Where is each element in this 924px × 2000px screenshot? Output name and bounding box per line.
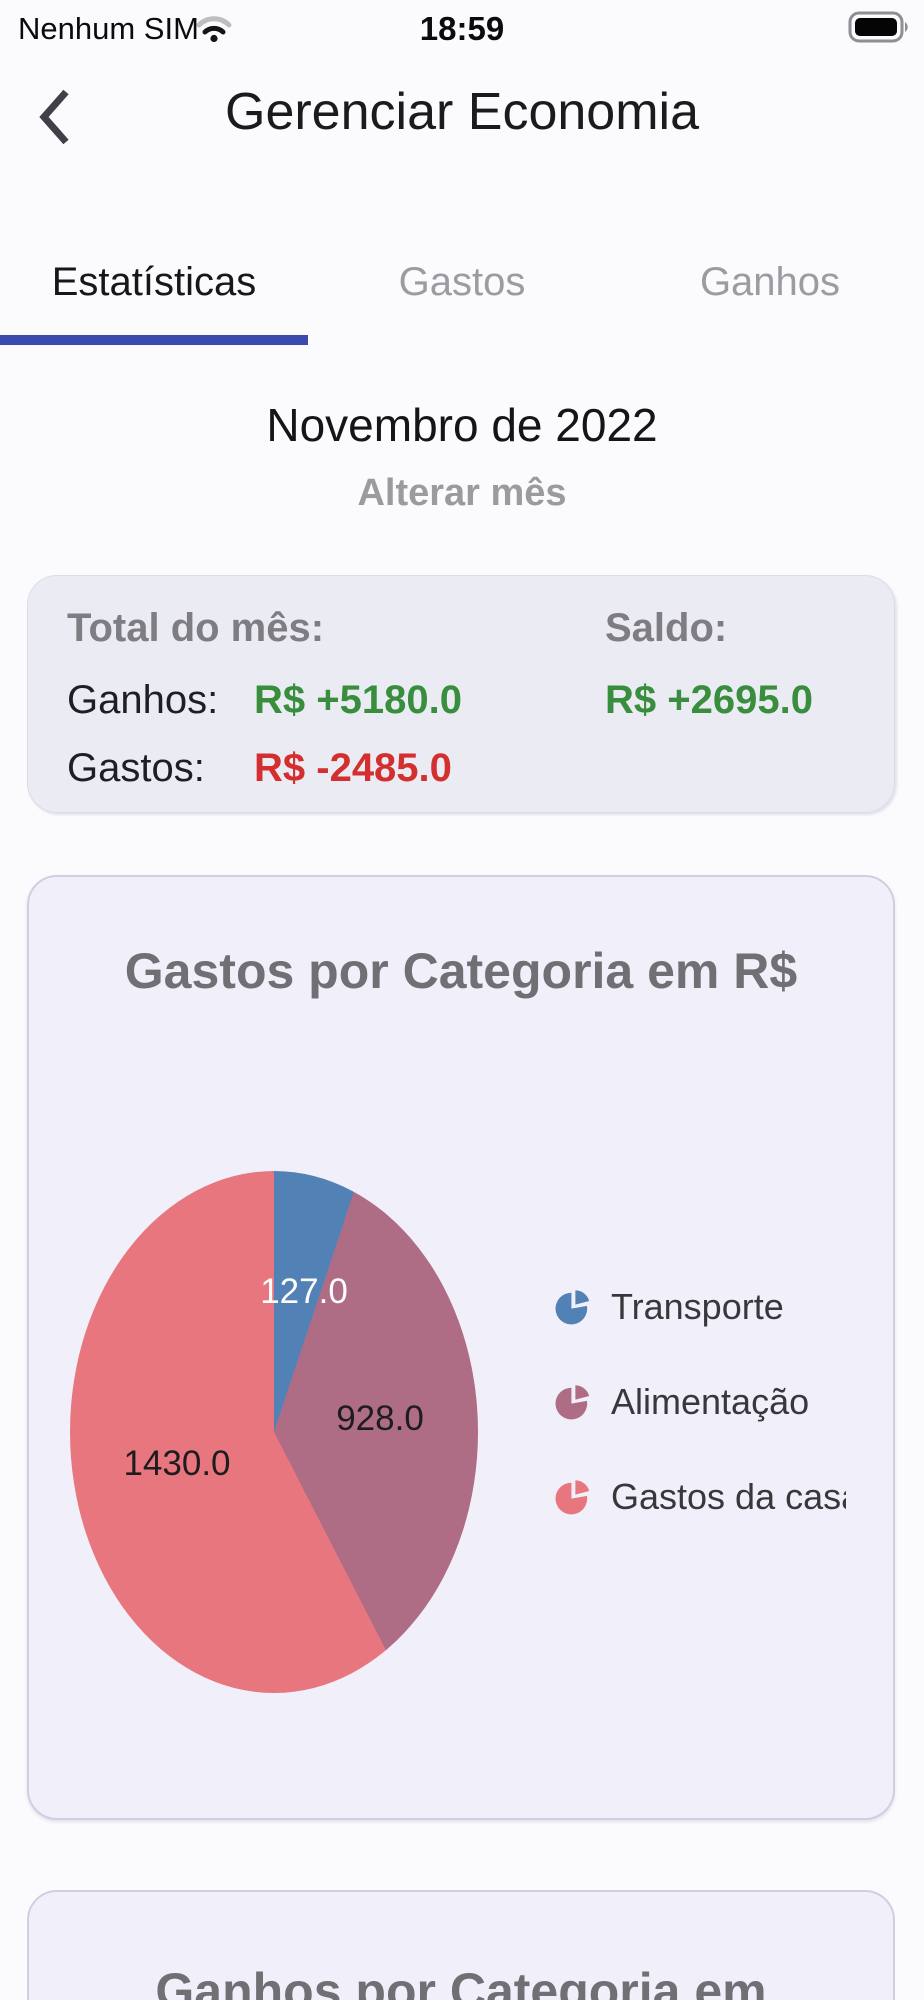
saldo-label: Saldo: xyxy=(605,606,728,650)
gastos-chart-title: Gastos por Categoria em R$ xyxy=(124,943,798,999)
chart-legend: Transporte Alimentação G xyxy=(554,1283,846,1568)
tab-bar: Estatísticas Gastos Ganhos xyxy=(0,250,924,346)
page-title: Gerenciar Economia xyxy=(225,83,699,141)
tab-gastos[interactable]: Gastos xyxy=(398,260,526,304)
change-month-button[interactable]: Alterar mês xyxy=(357,472,567,514)
battery-full-icon xyxy=(848,11,910,48)
gastos-value: R$ -2485.0 xyxy=(254,746,452,790)
pie-value-alimentacao: 928.0 xyxy=(336,1399,424,1438)
ganhos-label: Ganhos: xyxy=(67,678,219,722)
month-title: Novembro de 2022 xyxy=(266,399,658,451)
month-summary-card: Total do mês: Saldo: Ganhos: R$ +5180.0 … xyxy=(27,575,895,813)
wifi-icon xyxy=(196,13,232,48)
legend-item-transporte: Transporte xyxy=(554,1283,846,1331)
gastos-label: Gastos: xyxy=(67,746,205,790)
total-label: Total do mês: xyxy=(67,606,325,650)
status-time: 18:59 xyxy=(419,10,505,47)
legend-item-alimentacao: Alimentação xyxy=(554,1378,846,1426)
legend-label: Gastos da casa xyxy=(611,1476,846,1517)
status-bar: Nenhum SIM 18:59 xyxy=(0,0,924,56)
back-button[interactable] xyxy=(34,86,78,148)
legend-item-gastos-casa: Gastos da casa xyxy=(554,1473,846,1521)
gastos-chart-card: Gastos por Categoria em R$ 127.0 928.0 1… xyxy=(27,875,895,1820)
legend-label: Alimentação xyxy=(611,1381,810,1422)
tab-estatisticas[interactable]: Estatísticas xyxy=(51,260,257,304)
pie-chart-icon xyxy=(554,1478,592,1516)
tab-ganhos[interactable]: Ganhos xyxy=(699,260,841,304)
active-tab-indicator xyxy=(0,335,308,345)
saldo-value: R$ +2695.0 xyxy=(605,678,813,722)
carrier-label: Nenhum SIM xyxy=(18,11,199,46)
legend-label: Transporte xyxy=(611,1286,784,1327)
pie-value-gastos-casa: 1430.0 xyxy=(123,1444,231,1483)
ganhos-value: R$ +5180.0 xyxy=(254,678,462,722)
pie-chart xyxy=(70,1171,478,1693)
ganhos-chart-title: Ganhos por Categoria em xyxy=(155,1963,767,2000)
pie-chart-icon xyxy=(554,1383,592,1421)
ganhos-chart-card: Ganhos por Categoria em xyxy=(27,1890,895,2000)
pie-chart-icon xyxy=(554,1288,592,1326)
pie-value-transporte: 127.0 xyxy=(260,1272,348,1311)
